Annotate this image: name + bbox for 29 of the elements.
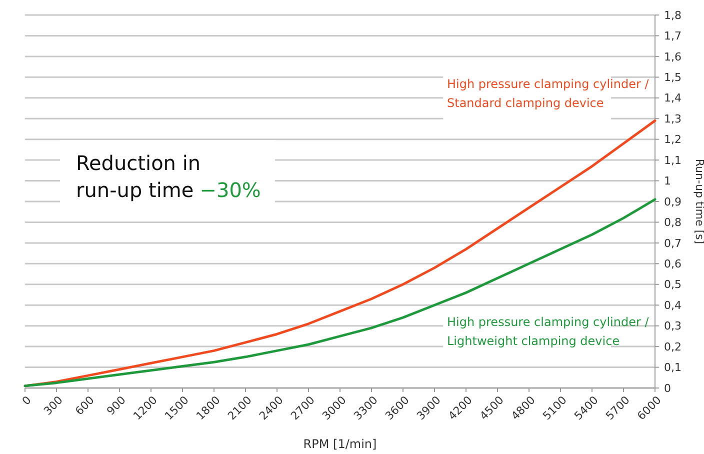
y-tick-label: 1,6 xyxy=(664,50,682,64)
annotation: Reduction in run-up time xyxy=(76,151,201,202)
y-tick-label: 1,5 xyxy=(664,71,682,84)
y-tick-label: 0,4 xyxy=(664,298,682,312)
y-tick-label: 1,3 xyxy=(664,112,682,126)
series-label: High pressure clamping cylinder / Standard clamping device xyxy=(447,77,650,110)
y-tick-label: 1,4 xyxy=(664,92,682,105)
y-tick-label: 1,7 xyxy=(664,30,682,43)
y-tick-label: 0 xyxy=(664,382,671,395)
y-tick-label: 0,2 xyxy=(664,340,682,354)
x-tick-label: 600 xyxy=(72,394,97,418)
y-tick-label: 1,2 xyxy=(664,133,682,146)
x-axis-title: RPM [1/min] xyxy=(303,437,377,451)
y-tick-label: 0,8 xyxy=(664,216,682,230)
y-tick-label: 0,5 xyxy=(664,278,682,292)
series-label: High pressure clamping cylinder / Lightweight clamping device xyxy=(447,315,650,348)
y-tick-label: 1,1 xyxy=(664,154,682,167)
y-tick-label: 1 xyxy=(664,174,671,188)
y-axis-title: Run-up time [s] xyxy=(693,158,704,244)
x-tick-label: 0 xyxy=(20,394,34,408)
y-tick-label: 0,3 xyxy=(664,320,682,333)
y-tick-label: 1,8 xyxy=(664,8,682,22)
y-tick-label: 0,6 xyxy=(664,258,682,271)
y-tick-label: 0,1 xyxy=(664,361,682,374)
x-tick-label: 300 xyxy=(41,394,66,418)
x-tick-label: 900 xyxy=(104,394,128,418)
y-tick-label: 0,9 xyxy=(664,195,682,208)
annotation: −30% xyxy=(200,178,261,202)
y-tick-label: 0,7 xyxy=(664,236,682,250)
